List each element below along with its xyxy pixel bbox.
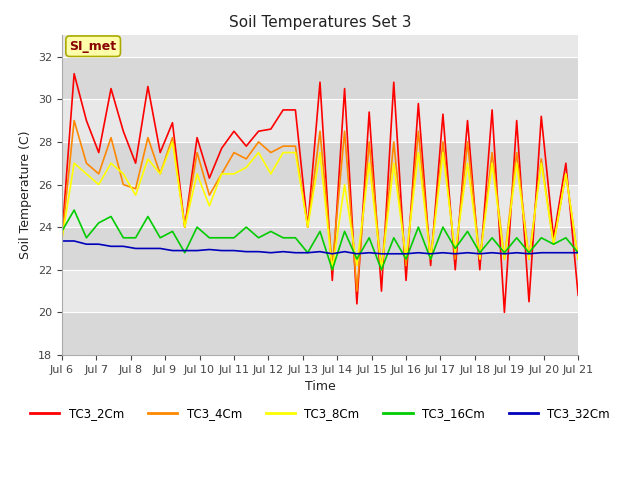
Bar [62, 99, 578, 142]
Text: SI_met: SI_met [70, 40, 116, 53]
Title: Soil Temperatures Set 3: Soil Temperatures Set 3 [228, 15, 412, 30]
X-axis label: Time: Time [305, 380, 335, 393]
Y-axis label: Soil Temperature (C): Soil Temperature (C) [19, 131, 32, 259]
Bar [62, 270, 578, 312]
Bar [62, 142, 578, 184]
Bar [62, 184, 578, 227]
Bar [62, 57, 578, 99]
Legend: TC3_2Cm, TC3_4Cm, TC3_8Cm, TC3_16Cm, TC3_32Cm: TC3_2Cm, TC3_4Cm, TC3_8Cm, TC3_16Cm, TC3… [25, 402, 615, 425]
Bar [62, 227, 578, 270]
Bar [62, 312, 578, 355]
